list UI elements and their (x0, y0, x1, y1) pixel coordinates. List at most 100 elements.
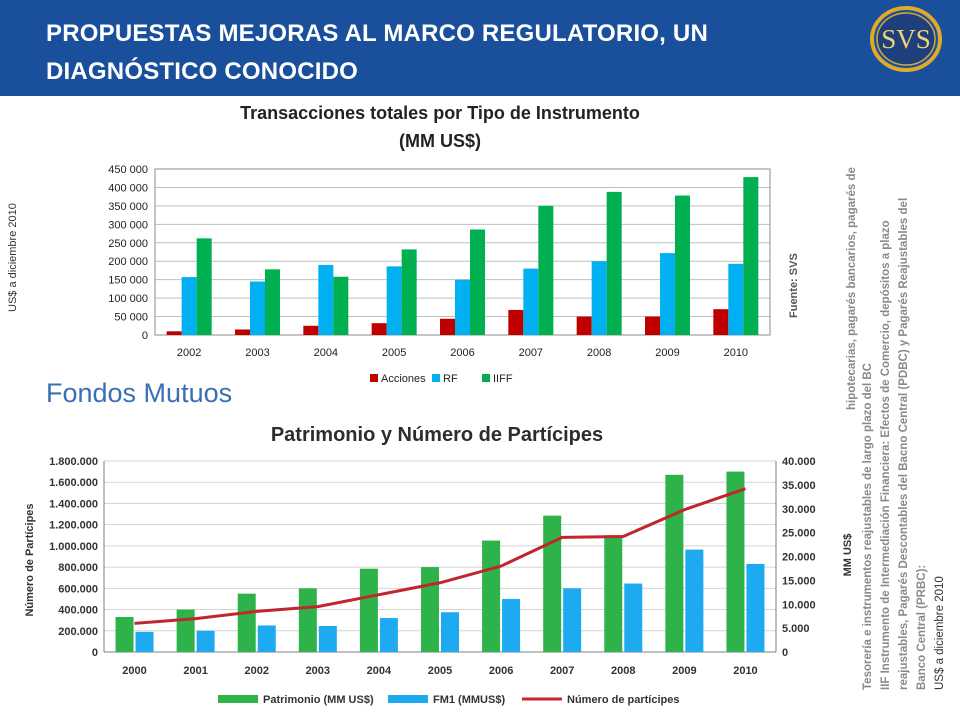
chart1-ytick-label: 50 000 (114, 312, 148, 324)
chart2-xtick-label: 2009 (672, 665, 696, 677)
chart2-bar-fm1 (624, 583, 643, 652)
chart1-xtick-label: 2003 (245, 347, 269, 359)
chart2-bar-patrimonio (237, 593, 256, 652)
chart2-bar-fm1 (257, 625, 276, 652)
chart2-bar-fm1 (502, 598, 521, 652)
chart2-bar-patrimonio (543, 515, 562, 652)
chart2-bar-patrimonio (726, 471, 745, 652)
chart2-ytick-label: 1.200.000 (49, 520, 98, 532)
chart2-ytick-label: 1.400.000 (49, 498, 98, 510)
chart2-legend-label: Número de partícipes (567, 694, 679, 706)
chart2-y2tick-label: 15.000 (782, 575, 816, 587)
chart1-bar-iiff (743, 177, 759, 335)
chart1-bar-rf (318, 264, 334, 335)
svs-logo: SVS (868, 4, 946, 74)
chart1-bar-acciones (576, 316, 592, 335)
chart1-bar-rf (591, 261, 607, 335)
chart1-bar-rf (455, 279, 470, 335)
chart1-legend-label: IIFF (493, 373, 513, 385)
chart1-ytick-label: 100 000 (108, 293, 148, 305)
chart1-ytick-label: 450 000 (108, 164, 148, 176)
chart2-bar-fm1 (135, 631, 154, 652)
chart2-ytick-label: 1.600.000 (49, 477, 98, 489)
chart2-legend-swatch (218, 695, 258, 703)
chart2-bar-patrimonio (604, 535, 623, 652)
chart2-legend-label: FM1 (MMUS$) (433, 694, 505, 706)
chart1-subtitle: (MM US$) (399, 131, 481, 151)
chart2-xtick-label: 2002 (244, 665, 268, 677)
chart2-xtick-label: 2000 (122, 665, 146, 677)
chart2-bar-patrimonio (665, 474, 684, 652)
chart1-xtick-label: 2007 (519, 347, 543, 359)
chart1-bar-iiff (538, 205, 554, 335)
slide-title-line1: PROPUESTAS MEJORAS AL MARCO REGULATORIO,… (46, 20, 708, 47)
chart2-bar-patrimonio (421, 567, 439, 652)
chart2-ytick-label: 200.000 (58, 626, 98, 638)
chart2-y2label: MM US$ (842, 534, 854, 577)
chart1-ytick-label: 0 (142, 330, 148, 342)
chart2-bar-fm1 (196, 630, 215, 652)
chart1-bar-acciones (166, 331, 182, 335)
chart1-bar-acciones (713, 309, 729, 335)
chart1-bar-iiff (470, 229, 485, 335)
chart1-legend-swatch (482, 374, 490, 382)
chart1-bar-rf (181, 277, 197, 335)
chart2-bar-fm1 (563, 588, 582, 652)
chart2-xtick-label: 2006 (489, 665, 513, 677)
chart1-ytick-label: 400 000 (108, 182, 148, 194)
chart1-bar-iiff (333, 276, 349, 335)
chart1-xtick-label: 2008 (587, 347, 611, 359)
chart1-bar-rf (386, 266, 402, 335)
chart2-bar-fm1 (379, 618, 398, 652)
chart2-y2tick-label: 0 (782, 647, 788, 659)
chart2-xtick-label: 2001 (183, 665, 207, 677)
chart1-bar-acciones (508, 309, 524, 335)
chart2-ylabel: Número de Partícipes (24, 503, 36, 616)
chart1-bar-rf (523, 268, 539, 335)
chart1-bar-iiff (675, 195, 690, 335)
chart2-ytick-label: 1.000.000 (49, 541, 98, 553)
chart1-bar-acciones (371, 323, 387, 335)
chart2-y2tick-label: 20.000 (782, 552, 816, 564)
chart2-ytick-label: 0 (92, 647, 98, 659)
chart2-xtick-label: 2005 (428, 665, 452, 677)
chart1-ytick-label: 200 000 (108, 256, 148, 268)
chart2-y2tick-label: 25.000 (782, 528, 816, 540)
chart1-bar-rf (660, 253, 675, 335)
chart2-legend-label: Patrimonio (MM US$) (263, 694, 374, 706)
chart1-xtick-label: 2002 (177, 347, 201, 359)
chart2-bar-fm1 (685, 549, 704, 652)
chart1-legend-swatch (370, 374, 378, 382)
chart1-bar-iiff (196, 238, 212, 335)
chart2-bar-patrimonio (359, 568, 378, 652)
chart2-xtick-label: 2003 (306, 665, 330, 677)
chart1-bar-acciones (645, 316, 660, 335)
chart1-bar-acciones (440, 318, 455, 335)
chart2-ytick-label: 800.000 (58, 562, 98, 574)
chart1-title: Transacciones totales por Tipo de Instru… (240, 103, 640, 123)
chart1-bar-acciones (303, 325, 319, 335)
chart1-bar-iiff (606, 191, 622, 335)
chart1-ytick-label: 250 000 (108, 238, 148, 250)
chart2-xtick-label: 2004 (367, 665, 392, 677)
chart1-bar-acciones (235, 329, 250, 335)
chart2-xtick-label: 2008 (611, 665, 635, 677)
chart2-bar-fm1 (746, 563, 765, 652)
chart2-bar-patrimonio (176, 609, 195, 652)
chart1-bar-iiff (401, 249, 417, 335)
chart1-bar-iiff (265, 269, 280, 335)
chart2-bar-patrimonio (298, 588, 317, 652)
slide-title-line2: DIAGNÓSTICO CONOCIDO (46, 58, 359, 85)
chart2-bar-fm1 (441, 612, 459, 652)
chart2-line-participes (134, 487, 746, 625)
chart2-ytick-label: 600.000 (58, 583, 98, 595)
chart2-title: Patrimonio y Número de Partícipes (271, 424, 603, 446)
chart2-y2tick-label: 5.000 (782, 623, 810, 635)
chart1-xtick-label: 2009 (655, 347, 679, 359)
chart2-y2tick-label: 10.000 (782, 599, 816, 611)
chart2-ytick-label: 1.800.000 (49, 456, 98, 468)
chart1-xtick-label: 2004 (314, 347, 338, 359)
chart2-bar-patrimonio (115, 616, 134, 652)
chart2-ytick-label: 400.000 (58, 605, 98, 617)
